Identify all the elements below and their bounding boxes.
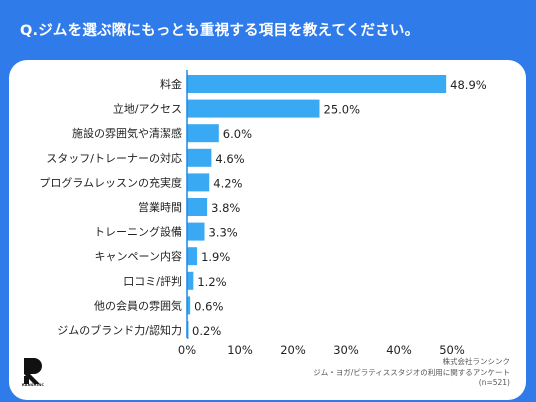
category-label: ジムのブランド力/認知力 xyxy=(57,323,182,337)
category-label: 口コミ/評判 xyxy=(123,274,182,288)
value-label: 6.0% xyxy=(223,127,252,141)
value-label: 0.6% xyxy=(194,299,223,313)
logo-wordmark: RANSHINC xyxy=(21,383,45,387)
value-label: 1.9% xyxy=(201,250,230,264)
source-line: (n=521) xyxy=(478,378,510,387)
value-label: 0.2% xyxy=(192,324,221,338)
bar xyxy=(187,99,320,118)
x-tick-label: 10% xyxy=(227,343,253,357)
value-label: 48.9% xyxy=(450,78,487,92)
x-tick-label: 40% xyxy=(386,343,412,357)
category-label: プログラムレッスンの充実度 xyxy=(39,175,182,189)
category-label: 他の会員の雰囲気 xyxy=(94,298,182,312)
value-label: 4.6% xyxy=(215,152,244,166)
value-label: 3.3% xyxy=(208,226,237,240)
bar xyxy=(187,198,208,216)
ranshinc-logo-icon xyxy=(24,358,42,384)
source-note: 株式会社ランシンク ジム・ヨガ/ピラティススタジオの利用に関するアンケート (n… xyxy=(313,357,510,389)
bar xyxy=(187,296,191,315)
value-label: 3.8% xyxy=(211,201,240,215)
category-label: キャンペーン内容 xyxy=(95,249,182,263)
category-label: 立地/アクセス xyxy=(113,102,182,116)
category-label: トレーニング設備 xyxy=(94,225,182,239)
bar xyxy=(187,124,219,143)
bar xyxy=(187,247,198,266)
category-label: スタッフ/トレーナーの対応 xyxy=(46,151,182,165)
page-title: Q.ジムを選ぶ際にもっとも重視する項目を教えてください。 xyxy=(20,23,420,39)
value-label: 4.2% xyxy=(213,176,242,190)
bar xyxy=(187,173,210,192)
x-tick-label: 50% xyxy=(439,343,465,357)
bar xyxy=(187,222,205,241)
bar xyxy=(187,75,447,93)
value-label: 25.0% xyxy=(324,103,361,117)
x-tick-label: 20% xyxy=(280,343,306,357)
source-line: 株式会社ランシンク xyxy=(442,357,511,366)
category-label: 施設の雰囲気や清潔感 xyxy=(72,126,182,140)
x-tick-label: 0% xyxy=(178,343,196,357)
bar xyxy=(187,271,194,290)
category-label: 料金 xyxy=(160,77,182,91)
value-label: 1.2% xyxy=(197,275,226,289)
category-label: 営業時間 xyxy=(138,200,182,214)
x-tick-label: 30% xyxy=(333,343,359,357)
source-line: ジム・ヨガ/ピラティススタジオの利用に関するアンケート xyxy=(313,367,510,377)
bar xyxy=(187,148,212,167)
